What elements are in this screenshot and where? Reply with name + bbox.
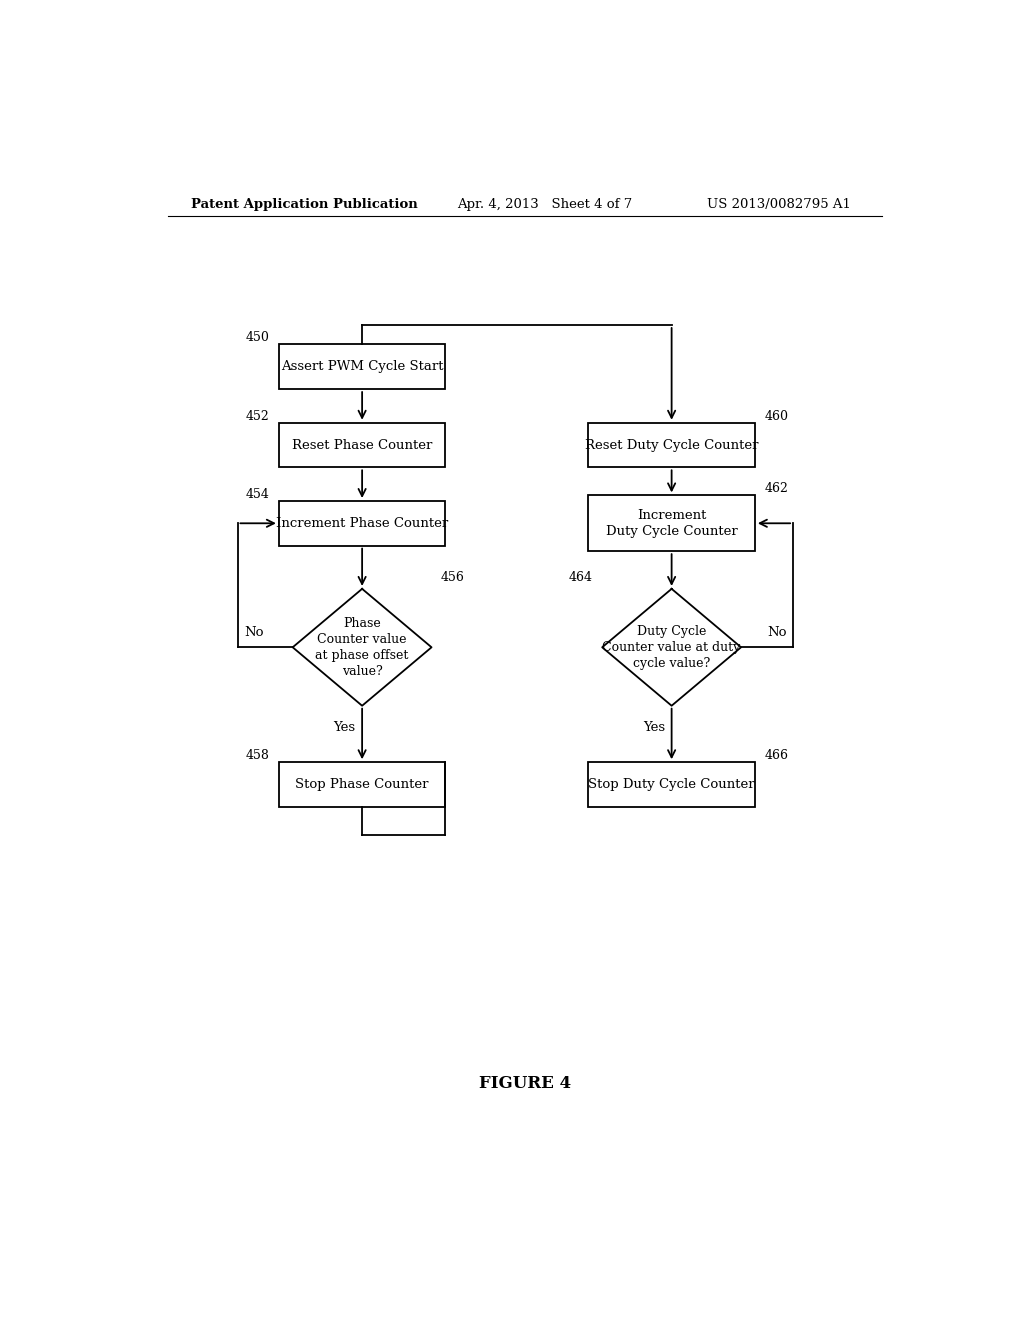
- Text: No: No: [767, 626, 786, 639]
- Text: 460: 460: [765, 409, 788, 422]
- Text: Patent Application Publication: Patent Application Publication: [191, 198, 418, 211]
- Bar: [279, 422, 445, 467]
- Text: 452: 452: [246, 409, 269, 422]
- Text: 466: 466: [765, 750, 788, 762]
- Text: No: No: [244, 626, 263, 639]
- Text: 462: 462: [765, 482, 788, 495]
- Text: Yes: Yes: [334, 721, 355, 734]
- Text: FIGURE 4: FIGURE 4: [479, 1074, 570, 1092]
- Text: Reset Duty Cycle Counter: Reset Duty Cycle Counter: [585, 438, 759, 451]
- Text: 454: 454: [246, 488, 269, 500]
- Text: Yes: Yes: [643, 721, 666, 734]
- Text: 450: 450: [246, 331, 269, 345]
- Text: Phase
Counter value
at phase offset
value?: Phase Counter value at phase offset valu…: [315, 616, 409, 677]
- Bar: [588, 495, 755, 552]
- Text: Duty Cycle
Counter value at duty
cycle value?: Duty Cycle Counter value at duty cycle v…: [602, 624, 740, 669]
- Text: 464: 464: [568, 570, 593, 583]
- Bar: [279, 500, 445, 545]
- Text: Reset Phase Counter: Reset Phase Counter: [292, 438, 432, 451]
- Text: Increment
Duty Cycle Counter: Increment Duty Cycle Counter: [606, 508, 737, 537]
- Bar: [279, 345, 445, 389]
- Text: Increment Phase Counter: Increment Phase Counter: [276, 517, 449, 529]
- Bar: [588, 422, 755, 467]
- Text: 456: 456: [441, 570, 465, 583]
- Bar: [588, 762, 755, 807]
- Text: 458: 458: [246, 750, 269, 762]
- Text: Stop Phase Counter: Stop Phase Counter: [295, 777, 429, 791]
- Text: Stop Duty Cycle Counter: Stop Duty Cycle Counter: [589, 777, 755, 791]
- Bar: [279, 762, 445, 807]
- Text: Apr. 4, 2013   Sheet 4 of 7: Apr. 4, 2013 Sheet 4 of 7: [458, 198, 633, 211]
- Text: US 2013/0082795 A1: US 2013/0082795 A1: [708, 198, 851, 211]
- Text: Assert PWM Cycle Start: Assert PWM Cycle Start: [281, 360, 443, 374]
